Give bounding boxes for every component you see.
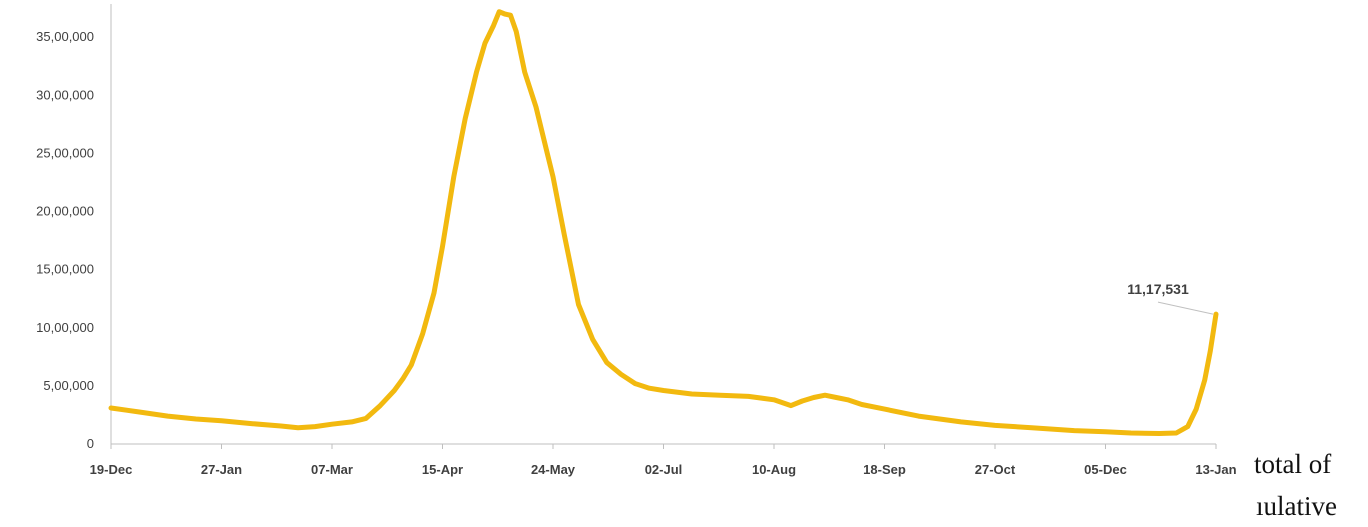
side-text-line-2: ıulative [1256,491,1337,521]
x-axis: 19-Dec 27-Jan 07-Mar 15-Apr 24-May 02-Jul 10-A… [90,443,1237,477]
x-tick-label: 19-Dec [90,462,133,477]
x-tick-label: 02-Jul [645,462,683,477]
y-tick-label: 10,00,000 [36,320,94,335]
y-tick-label: 30,00,000 [36,87,94,102]
y-tick-label: 15,00,000 [36,262,94,277]
annotation-layer: 11,17,531 [1127,281,1214,315]
x-tick-label: 13-Jan [1195,462,1236,477]
callout-leader [1157,301,1214,315]
x-tick-label: 24-May [531,462,576,477]
x-tick-label: 10-Aug [752,462,796,477]
y-tick-label: 35,00,000 [36,29,94,44]
y-tick-label: 5,00,000 [43,378,94,393]
y-axis: 0 5,00,000 10,00,000 15,00,000 20,00,000 25,0… [36,4,112,451]
x-tick-label: 27-Oct [975,462,1016,477]
series-line [108,9,1219,436]
y-tick-label: 20,00,000 [36,204,94,219]
x-tick-label: 18-Sep [863,462,906,477]
series-layer [108,9,1219,436]
y-tick-label: 0 [87,436,94,451]
side-text-line-1: total of [1254,449,1332,479]
y-tick-label: 25,00,000 [36,145,94,160]
x-tick-label: 15-Apr [422,462,463,477]
x-tick-label: 05-Dec [1084,462,1127,477]
x-tick-label: 27-Jan [201,462,242,477]
x-tick-label: 07-Mar [311,462,353,477]
callout-label: 11,17,531 [1127,281,1189,297]
